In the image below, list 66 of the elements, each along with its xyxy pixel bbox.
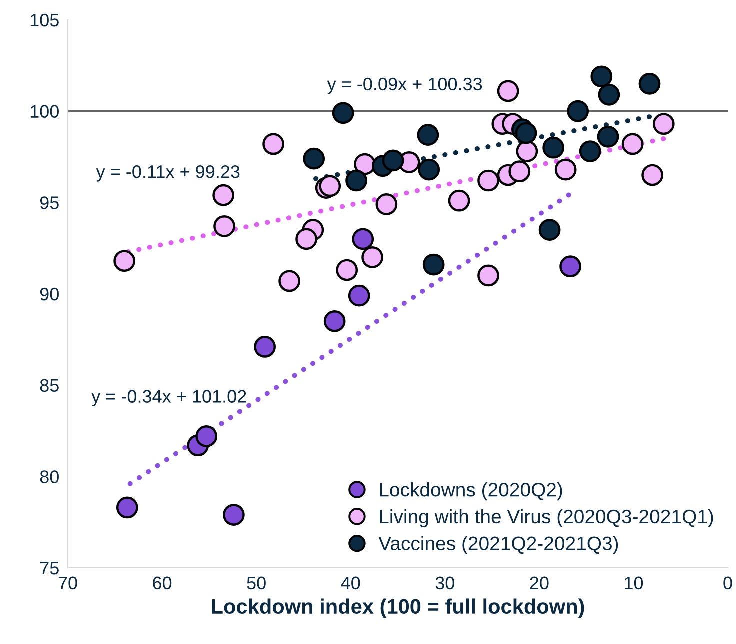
x-tick-label: 10 bbox=[625, 576, 644, 590]
point bbox=[590, 66, 613, 88]
x-tick-label: 30 bbox=[436, 576, 454, 590]
x-tick-label: 50 bbox=[247, 576, 266, 590]
y-tick-label: 95 bbox=[40, 196, 59, 210]
point bbox=[622, 133, 644, 156]
point bbox=[598, 84, 620, 106]
point bbox=[508, 160, 531, 183]
point bbox=[223, 504, 245, 526]
x-axis-title: Lockdown index (100 = full lockdown) bbox=[212, 598, 584, 618]
point bbox=[597, 126, 620, 148]
point bbox=[362, 246, 384, 268]
point bbox=[516, 140, 538, 162]
point bbox=[422, 254, 445, 276]
point bbox=[319, 175, 342, 198]
x-tick-label: 20 bbox=[530, 576, 549, 590]
point bbox=[278, 270, 300, 292]
point bbox=[352, 228, 374, 250]
point bbox=[418, 158, 440, 181]
point bbox=[332, 102, 354, 124]
point bbox=[560, 256, 582, 278]
annotation: y = -0.11x + 99.23 bbox=[96, 166, 240, 182]
point bbox=[296, 228, 318, 250]
point bbox=[116, 496, 138, 519]
point bbox=[515, 122, 538, 144]
point bbox=[212, 184, 234, 206]
point bbox=[538, 219, 561, 241]
point bbox=[652, 113, 675, 136]
point bbox=[346, 170, 368, 192]
point bbox=[642, 164, 664, 186]
y-tick-label: 85 bbox=[40, 379, 59, 392]
y-tick-label: 90 bbox=[40, 288, 59, 301]
point bbox=[554, 158, 577, 181]
x-tick-label: 0 bbox=[724, 576, 732, 590]
point bbox=[478, 170, 500, 192]
point bbox=[262, 133, 284, 156]
point bbox=[542, 136, 564, 159]
y-tick-label: 80 bbox=[40, 470, 59, 484]
point bbox=[254, 336, 276, 358]
point bbox=[336, 259, 358, 282]
annotation: y = -0.09x + 100.33 bbox=[327, 78, 482, 94]
y-tick-label: 100 bbox=[30, 105, 59, 118]
x-tick-label: 40 bbox=[341, 576, 360, 590]
point bbox=[448, 190, 470, 212]
point bbox=[114, 250, 136, 272]
point bbox=[196, 426, 218, 448]
point bbox=[417, 124, 440, 146]
point bbox=[382, 150, 404, 172]
x-tick-label: 70 bbox=[58, 576, 78, 590]
point bbox=[579, 140, 602, 162]
legend-label: Vaccines (2021Q2-2021Q3) bbox=[378, 536, 618, 554]
legend-label: Living with the Virus (2020Q3-2021Q1) bbox=[380, 509, 714, 528]
point bbox=[567, 100, 590, 122]
annotation: y = -0.34x + 101.02 bbox=[92, 390, 246, 407]
point bbox=[478, 264, 500, 287]
point bbox=[303, 148, 326, 170]
y-tick-label: 75 bbox=[40, 562, 59, 575]
y-tick-label: 105 bbox=[30, 14, 59, 27]
point bbox=[497, 80, 520, 102]
point bbox=[214, 215, 236, 238]
point bbox=[348, 284, 370, 307]
point bbox=[638, 73, 661, 95]
point bbox=[324, 310, 346, 332]
legend-label: Lockdowns (2020Q2) bbox=[380, 482, 562, 501]
x-tick-label: 60 bbox=[153, 576, 172, 590]
point bbox=[376, 194, 398, 216]
